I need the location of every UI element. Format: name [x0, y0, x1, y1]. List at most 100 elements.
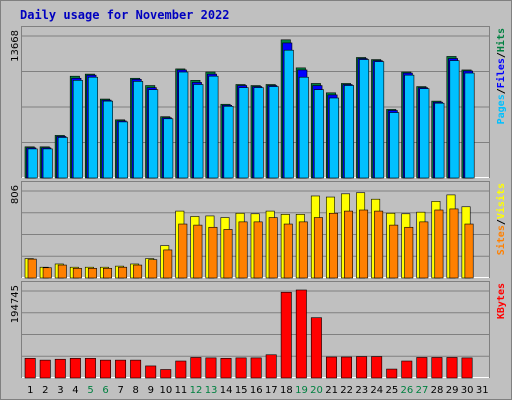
bar-sites-day-13 — [208, 226, 218, 279]
legend-entry: Sites — [495, 225, 507, 255]
bar-pages-day-1 — [27, 148, 38, 179]
bar-pages-day-21 — [328, 97, 339, 179]
day-label-1: 1 — [27, 385, 33, 396]
bar-sites-day-22 — [344, 210, 353, 279]
bar-pages-day-2 — [42, 148, 53, 179]
bar-kbytes-day-14 — [220, 358, 232, 379]
day-label-12: 12 — [190, 385, 203, 396]
bar-sites-day-15 — [238, 221, 248, 279]
day-label-10: 10 — [160, 385, 173, 396]
bar-pages-day-19 — [298, 76, 309, 179]
day-label-25: 25 — [385, 385, 398, 396]
bar-kbytes-day-16 — [250, 357, 262, 379]
bar-pages-day-9 — [148, 89, 159, 179]
bar-kbytes-day-9 — [145, 365, 157, 379]
bar-pages-day-17 — [268, 86, 279, 179]
day-label-27: 27 — [416, 385, 429, 396]
day-label-19: 19 — [295, 385, 308, 396]
bar-pages-day-4 — [72, 80, 83, 179]
bar-sites-day-26 — [404, 226, 414, 279]
bar-kbytes-day-28 — [431, 357, 443, 379]
bar-sites-day-2 — [42, 267, 52, 279]
day-label-13: 13 — [205, 385, 218, 396]
day-label-14: 14 — [220, 385, 233, 396]
legend-entry: Hits — [495, 28, 507, 52]
bar-kbytes-day-22 — [341, 356, 352, 379]
day-label-4: 4 — [72, 385, 78, 396]
bar-pages-day-27 — [419, 88, 430, 179]
bar-sites-day-17 — [268, 217, 278, 279]
day-label-15: 15 — [235, 385, 248, 396]
y-max-label: 13668 — [10, 30, 21, 62]
legend-entry: Files — [495, 58, 507, 88]
bar-sites-day-28 — [434, 209, 444, 279]
bar-kbytes-day-24 — [371, 356, 383, 379]
bar-pages-day-26 — [404, 74, 415, 179]
bar-kbytes-day-12 — [190, 357, 202, 379]
bar-sites-day-4 — [72, 267, 82, 279]
bar-sites-day-10 — [163, 249, 173, 279]
legend-entry: Pages — [496, 94, 507, 124]
day-label-18: 18 — [280, 385, 293, 396]
day-label-21: 21 — [325, 385, 338, 396]
bar-kbytes-day-15 — [235, 357, 247, 379]
bar-pages-day-14 — [223, 106, 234, 179]
bar-kbytes-day-30 — [461, 357, 473, 379]
bar-sites-day-9 — [148, 259, 158, 279]
bar-sites-day-30 — [464, 223, 474, 279]
bar-pages-day-28 — [434, 102, 445, 179]
day-label-7: 7 — [117, 385, 123, 396]
bar-pages-day-11 — [178, 71, 189, 179]
bar-kbytes-day-10 — [160, 369, 172, 379]
bar-pages-day-30 — [464, 72, 475, 179]
bar-kbytes-day-1 — [24, 358, 36, 379]
bar-sites-day-24 — [374, 210, 384, 279]
day-label-28: 28 — [431, 385, 444, 396]
panel-bottom: 194745 KBytes — [10, 281, 507, 379]
day-label-20: 20 — [310, 385, 323, 396]
day-label-24: 24 — [370, 385, 383, 396]
bar-pages-day-12 — [193, 84, 204, 179]
bar-kbytes-day-3 — [54, 358, 66, 379]
day-label-5: 5 — [87, 385, 93, 396]
chart-title: Daily usage for November 2022 — [20, 8, 230, 22]
bar-sites-day-25 — [389, 224, 399, 279]
legend-bottom: KBytes — [496, 283, 507, 319]
bar-sites-day-20 — [313, 217, 323, 279]
bar-kbytes-day-4 — [69, 358, 81, 379]
day-label-11: 11 — [175, 385, 188, 396]
panel-middle: 806 Sites/Visits — [10, 181, 507, 279]
day-label-31: 31 — [476, 385, 489, 396]
day-label-16: 16 — [250, 385, 263, 396]
bar-sites-day-27 — [419, 221, 429, 279]
bar-kbytes-day-29 — [446, 357, 458, 379]
day-label-29: 29 — [446, 385, 459, 396]
day-label-30: 30 — [461, 385, 474, 396]
bar-kbytes-day-19 — [295, 289, 307, 379]
bar-kbytes-day-25 — [386, 368, 398, 379]
bar-kbytes-day-6 — [100, 359, 111, 379]
bar-pages-day-13 — [208, 75, 219, 179]
bar-kbytes-day-20 — [310, 317, 322, 379]
bar-pages-day-25 — [389, 112, 400, 179]
day-label-26: 26 — [401, 385, 414, 396]
day-label-6: 6 — [102, 385, 108, 396]
bar-sites-day-16 — [253, 221, 263, 279]
bar-kbytes-day-27 — [416, 357, 428, 379]
legend-entry: / — [496, 52, 507, 58]
bar-sites-day-5 — [87, 267, 97, 279]
bar-kbytes-day-7 — [115, 359, 127, 379]
bar-sites-day-6 — [103, 267, 112, 279]
legend-top: Pages/Files/Hits — [495, 28, 507, 124]
bar-pages-day-5 — [87, 76, 98, 179]
y-max-label: 806 — [10, 185, 21, 204]
bar-kbytes-day-8 — [130, 359, 142, 379]
bar-sites-day-29 — [449, 208, 459, 279]
y-max-label: 194745 — [10, 285, 21, 323]
bar-sites-day-12 — [193, 224, 203, 279]
bar-pages-day-8 — [133, 81, 144, 179]
bar-pages-day-16 — [253, 87, 264, 179]
